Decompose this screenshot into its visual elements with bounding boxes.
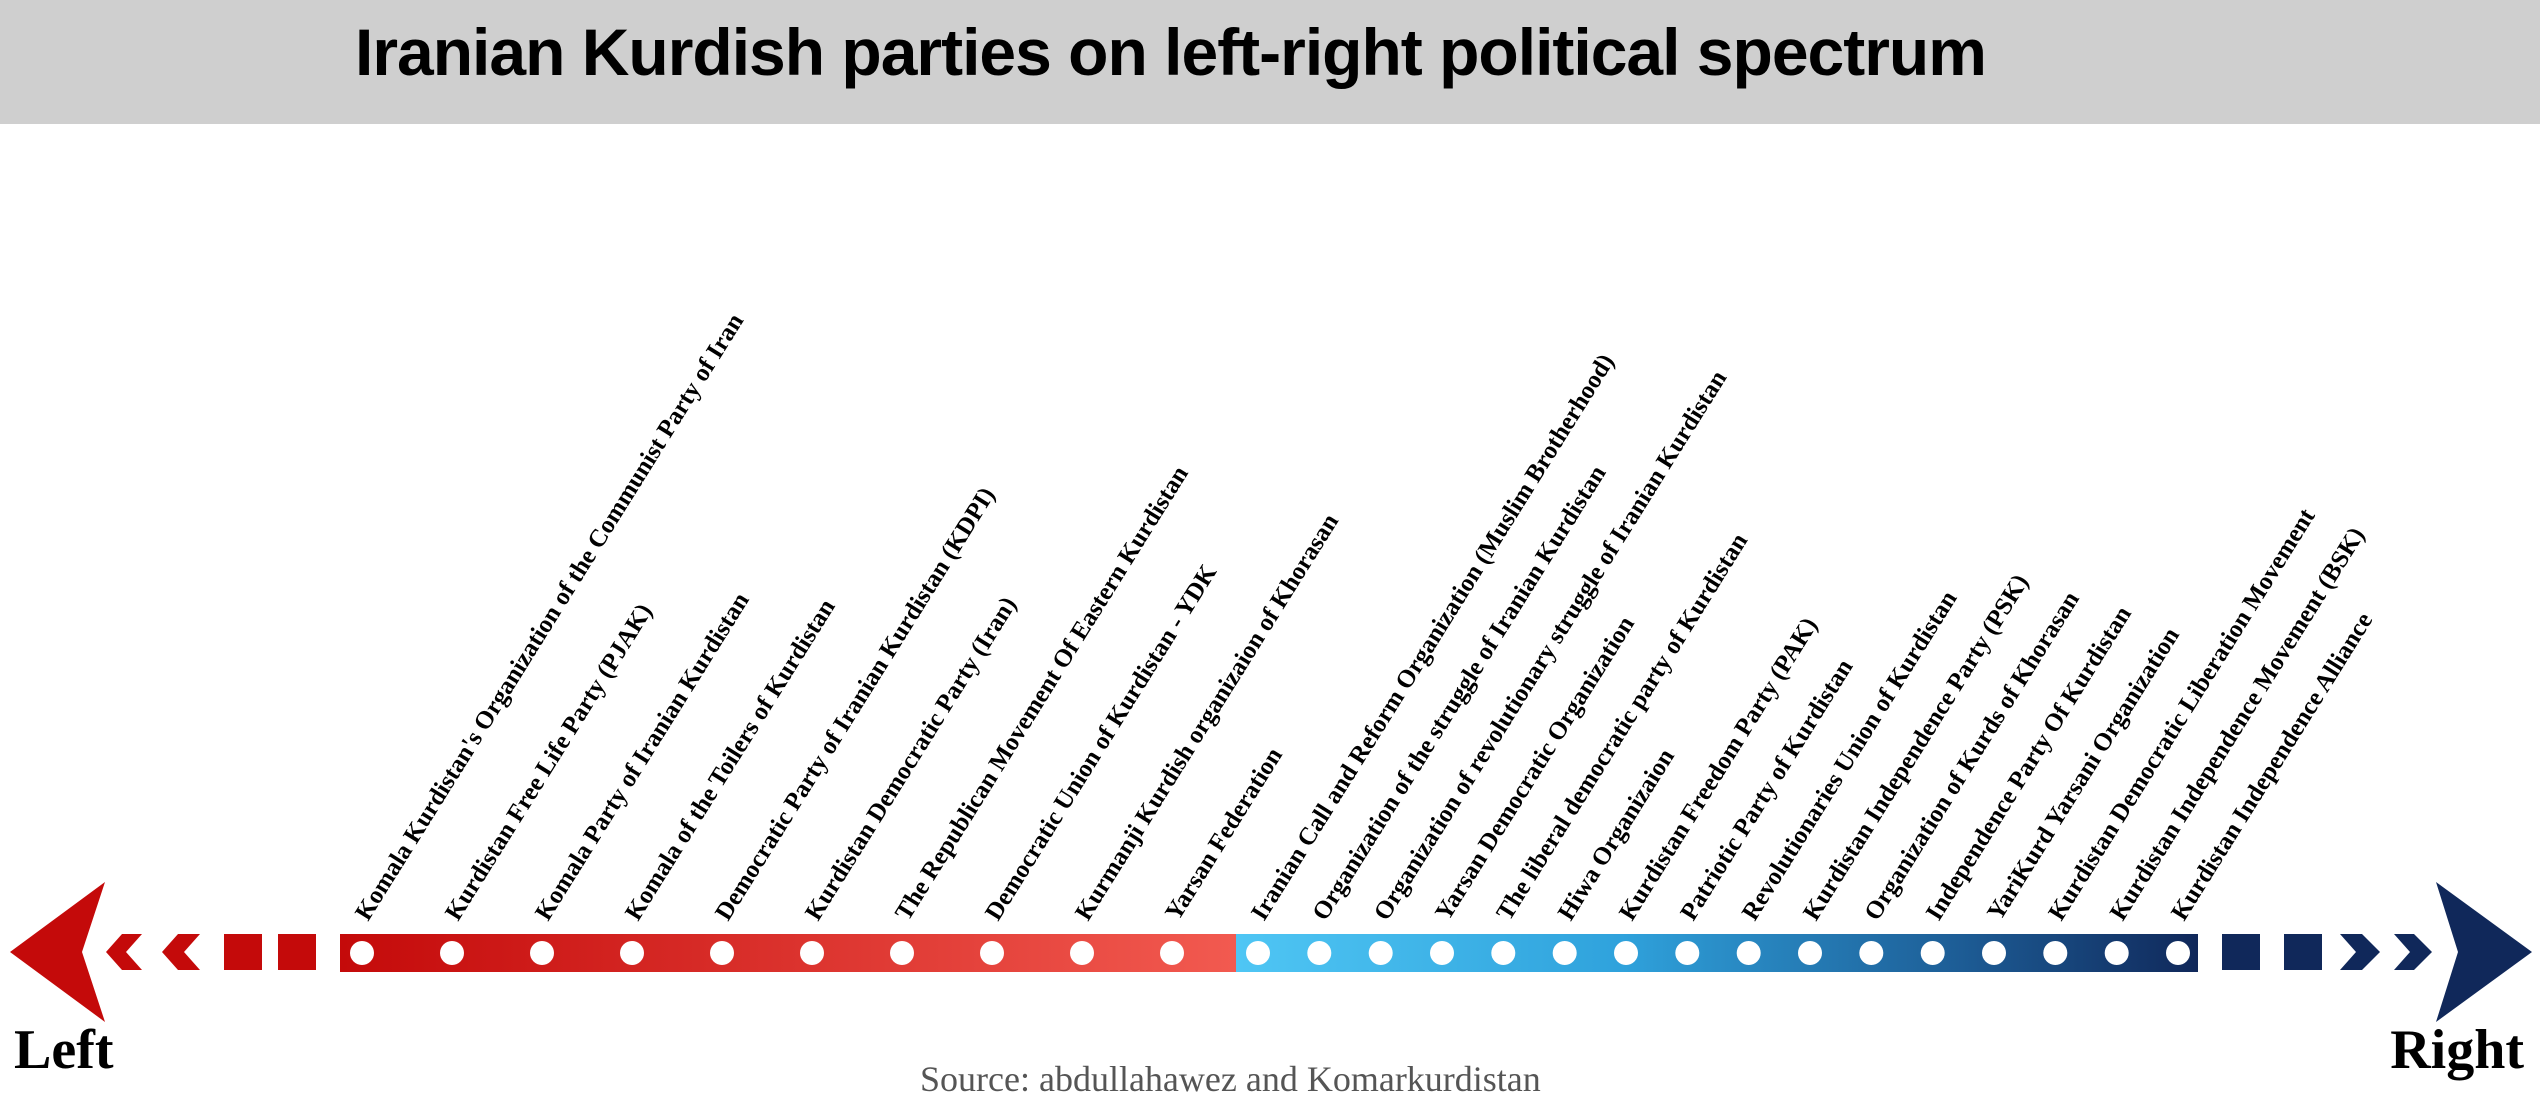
party-marker — [2166, 941, 2190, 965]
party-marker — [2104, 941, 2129, 965]
source-note: Source: abdullahawez and Komarkurdistan — [920, 1059, 1541, 1099]
page-title: Iranian Kurdish parties on left-right po… — [355, 15, 1987, 89]
party-marker — [1430, 941, 1454, 965]
left-dash-2 — [278, 934, 316, 970]
party-marker — [890, 941, 914, 965]
left-chevron-1 — [106, 934, 142, 970]
party-marker — [1675, 941, 1700, 965]
party-marker — [980, 941, 1004, 965]
party-marker — [2043, 941, 2068, 965]
party-marker — [620, 941, 644, 965]
party-marker — [1246, 941, 1270, 965]
party-marker — [530, 941, 554, 965]
party-marker — [800, 941, 824, 965]
party-label: Kurdistan Democratic Liberation Movement — [2043, 503, 2320, 925]
party-marker — [1070, 941, 1094, 965]
right-spectrum-bar — [1236, 934, 2198, 972]
party-label: Kurdistan Independence Movement (BSK) — [2105, 523, 2370, 925]
party-labels: Komala Kurdistan's Organization of the C… — [350, 309, 2378, 925]
party-marker — [1491, 941, 1516, 965]
right-arrow-head — [2436, 882, 2532, 1022]
party-marker — [1920, 941, 1945, 965]
right-end-label: Right — [2390, 1019, 2524, 1081]
party-marker — [1982, 941, 2006, 965]
party-marker — [1736, 941, 1761, 965]
party-marker — [350, 941, 374, 965]
left-arrow-head — [10, 882, 105, 1022]
party-marker — [1552, 941, 1577, 965]
right-chevron-1 — [2340, 934, 2380, 970]
left-dash-1 — [224, 934, 262, 970]
party-marker — [1368, 941, 1393, 965]
party-marker — [1859, 941, 1884, 965]
right-dash-1 — [2222, 934, 2260, 970]
party-marker — [440, 941, 464, 965]
title-bar: Iranian Kurdish parties on left-right po… — [0, 0, 2540, 124]
party-marker — [1160, 941, 1184, 965]
party-marker — [1614, 941, 1638, 965]
left-spectrum-bar — [340, 934, 1236, 972]
party-marker — [1307, 941, 1332, 965]
party-markers — [350, 941, 2190, 965]
right-chevron-2 — [2394, 934, 2432, 970]
left-chevron-2 — [162, 934, 200, 970]
right-dash-2 — [2284, 934, 2322, 970]
left-end-label: Left — [14, 1019, 114, 1081]
party-marker — [710, 941, 734, 965]
party-marker — [1798, 941, 1822, 965]
